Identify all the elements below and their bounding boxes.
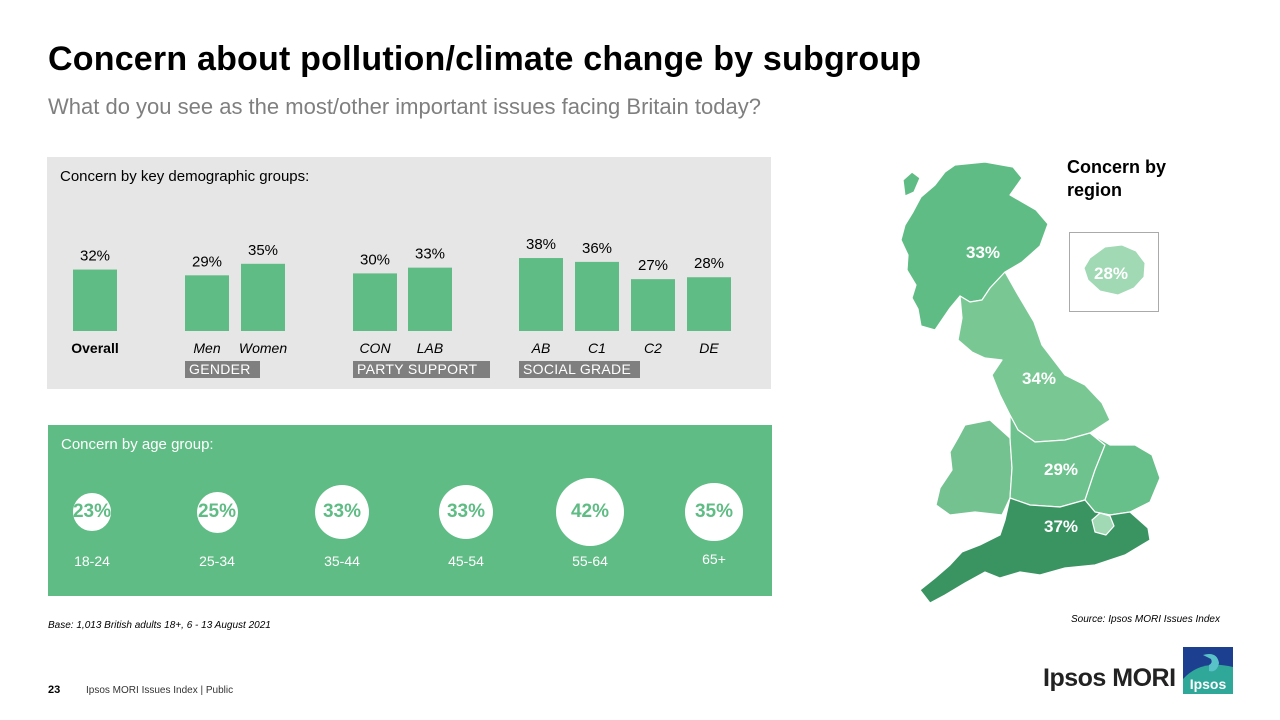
age-bubble-value: 33%	[322, 500, 361, 522]
group-tag-social-grade: SOCIAL GRADE	[519, 361, 640, 378]
group-tag-party-support: PARTY SUPPORT	[353, 361, 490, 378]
ipsos-logo: Ipsos	[1183, 647, 1233, 694]
age-bubble-value: 25%	[197, 501, 237, 522]
age-bubble: 42%	[555, 477, 625, 547]
age-panel	[48, 425, 772, 596]
age-category-label: 25-34	[199, 553, 235, 569]
age-bubble: 23%	[73, 493, 111, 531]
footer-text: Ipsos MORI Issues Index | Public	[86, 685, 234, 696]
age-bubble: 25%	[196, 491, 238, 533]
page-subtitle: What do you see as the most/other import…	[48, 94, 761, 119]
map-title: Concern by region	[1067, 157, 1167, 200]
base-note: Base: 1,013 British adults 18+, 6 - 13 A…	[48, 620, 271, 631]
age-category-label: 35-44	[324, 553, 360, 569]
map-label-south-england: 37%	[1044, 517, 1078, 536]
demographic-panel	[47, 157, 771, 389]
source-note: Source: Ipsos MORI Issues Index	[1071, 614, 1220, 625]
map-region-midlands	[1009, 414, 1106, 508]
map-region-south-england	[919, 497, 1151, 604]
age-bubble-value: 33%	[446, 500, 485, 522]
london-inset-label: 28%	[1094, 264, 1128, 283]
map-region-scotland	[900, 161, 1049, 331]
age-bubble-value: 42%	[570, 500, 609, 522]
age-bubble: 33%	[314, 484, 370, 540]
map-region-london	[1091, 512, 1115, 536]
group-tag-gender: GENDER	[185, 361, 260, 378]
brand-wordmark: Ipsos MORI	[1043, 664, 1176, 692]
ipsos-logo-text: Ipsos	[1190, 676, 1227, 692]
london-inset: 28%	[1069, 232, 1159, 312]
page-number: 23	[48, 684, 61, 696]
age-heading: Concern by age group:	[61, 436, 214, 453]
map-label-north-england: 34%	[1022, 369, 1056, 388]
age-bubble-value: 35%	[694, 500, 733, 522]
age-category-label: 65+	[702, 551, 726, 567]
age-category-label: 55-64	[572, 553, 608, 569]
map-label-midlands: 29%	[1044, 460, 1078, 479]
map-region-scotland-isles	[902, 171, 921, 197]
age-bubble: 35%	[685, 483, 743, 541]
london-inset-shape	[1083, 244, 1146, 296]
map-region-wales	[935, 419, 1013, 516]
page-title: Concern about pollution/climate change b…	[48, 40, 922, 78]
age-category-label: 18-24	[74, 553, 110, 569]
age-bubble-value: 23%	[72, 500, 111, 522]
map-region-east-england	[1084, 432, 1161, 516]
demographic-heading: Concern by key demographic groups:	[60, 168, 310, 185]
map-label-scotland: 33%	[966, 243, 1000, 262]
age-category-label: 45-54	[448, 553, 484, 569]
age-bubble: 33%	[438, 484, 494, 540]
